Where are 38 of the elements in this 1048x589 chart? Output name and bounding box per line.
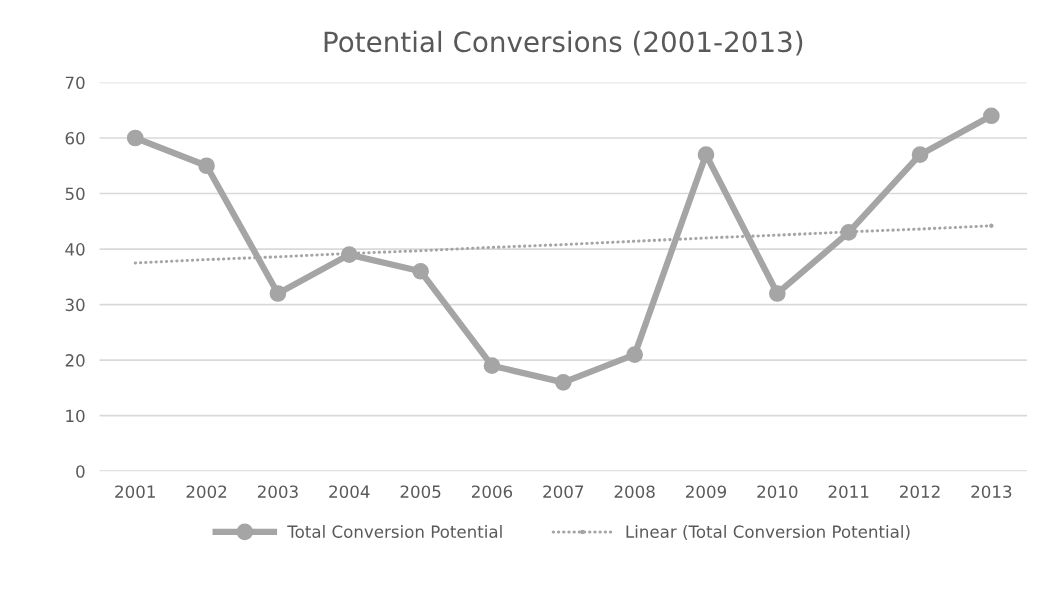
point [340, 246, 358, 263]
point [840, 224, 858, 241]
y-tick-label: 50 [65, 187, 85, 201]
x-tick-label: 2007 [543, 485, 584, 498]
x-tick-label: 2006 [471, 485, 513, 498]
point [983, 107, 1000, 125]
y-tick-label: 20 [65, 354, 85, 367]
y-tick-label: 40 [65, 243, 85, 256]
point [126, 129, 144, 147]
x-tick-label: 2013 [971, 485, 1012, 498]
y-tick-label: 60 [65, 131, 85, 145]
point [412, 262, 429, 280]
point [768, 285, 786, 302]
x-tick-label: 2001 [115, 485, 155, 498]
x-tick-label: 2009 [686, 485, 727, 498]
y-tick-label: 0 [76, 465, 85, 478]
x-tick-label: 2005 [400, 485, 441, 498]
x-tick-label: 2002 [186, 485, 227, 498]
point [697, 146, 715, 163]
y-tick-label: 30 [65, 298, 85, 312]
x-tick-label: 2010 [757, 485, 798, 498]
legend-label: Total Conversion Potential [287, 525, 502, 538]
point [989, 223, 994, 228]
x-tick-label: 2004 [329, 485, 370, 498]
x-tick-label: 2003 [257, 485, 298, 498]
x-tick-label: 2008 [614, 485, 655, 498]
chart-title: Potential Conversions (2001-2013) [324, 30, 803, 56]
point [269, 285, 287, 302]
x-tick-label: 2011 [828, 485, 869, 498]
point [483, 357, 501, 375]
y-tick-label: 10 [66, 409, 85, 423]
x-tick-label: 2012 [900, 485, 940, 498]
point [911, 146, 929, 163]
point [198, 157, 215, 175]
point [626, 346, 643, 363]
point [554, 374, 572, 391]
y-tick-label: 70 [65, 76, 85, 90]
legend-label: Linear (Total Conversion Potential) [626, 525, 910, 540]
